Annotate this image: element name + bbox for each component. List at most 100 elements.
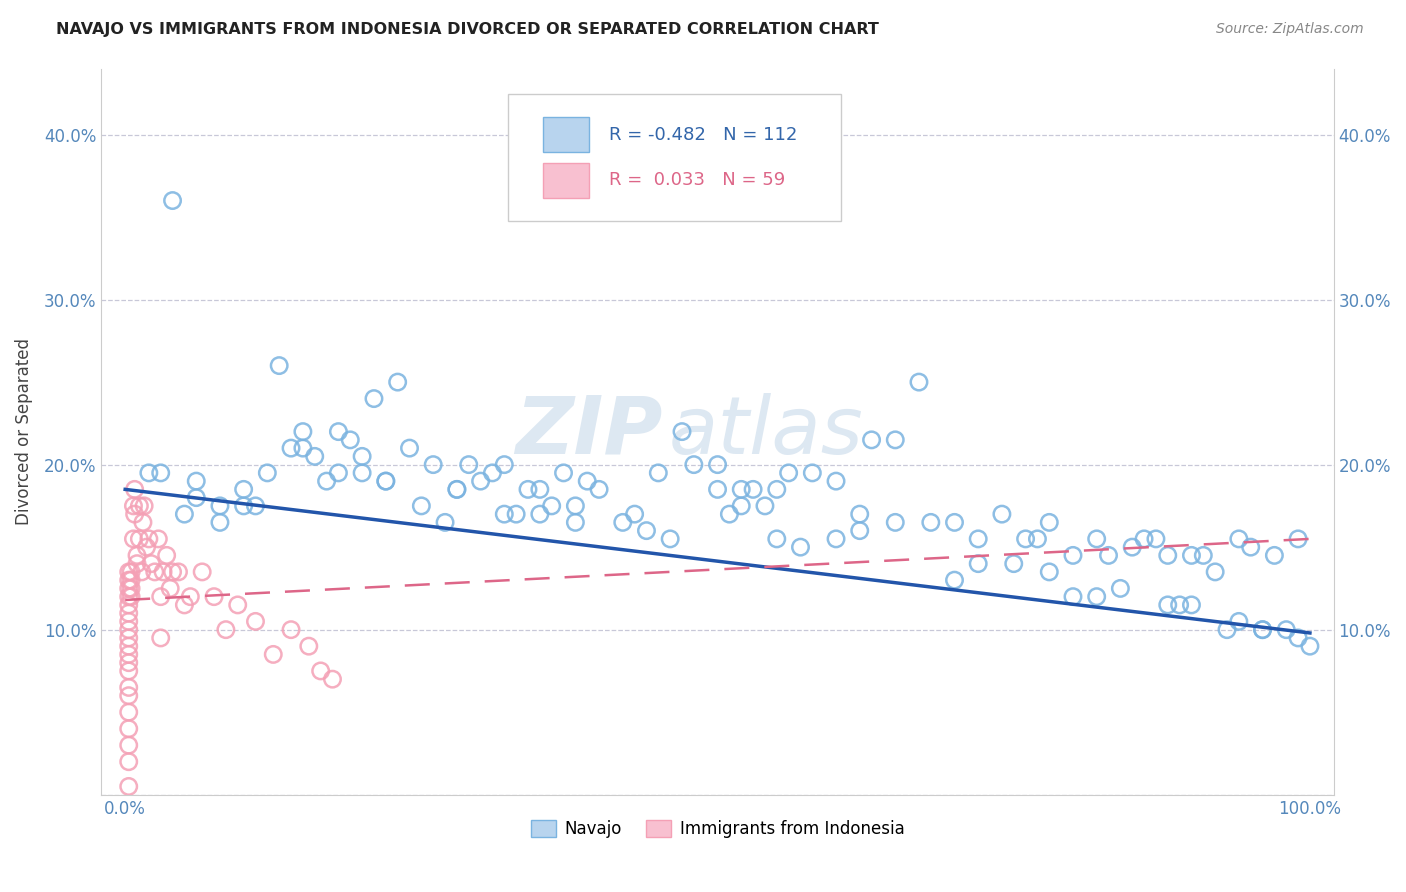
Point [1204,565,1226,579]
Point [765,532,787,546]
Point [1275,623,1298,637]
Point [765,483,787,497]
Point [120,573,142,587]
Bar [543,117,589,152]
Point [374,474,396,488]
Point [682,458,704,472]
Point [128,499,150,513]
Point [131,565,153,579]
Point [1299,639,1322,653]
Point [374,474,396,488]
Point [612,516,634,530]
Point [162,194,184,208]
Point [120,582,142,596]
Point [398,441,420,455]
Point [481,466,503,480]
Point [352,466,374,480]
Point [156,549,179,563]
Point [730,483,752,497]
Point [1263,549,1285,563]
Point [226,598,249,612]
Point [118,573,141,587]
Point [125,557,148,571]
Point [659,532,682,546]
Point [132,516,155,530]
Point [167,565,190,579]
Point [1216,623,1239,637]
Point [943,573,966,587]
Point [1062,549,1084,563]
Point [118,565,141,579]
Point [162,565,184,579]
Point [138,532,160,546]
Point [553,466,575,480]
Text: ZIP: ZIP [515,392,662,471]
Point [1180,549,1202,563]
Point [118,631,141,645]
Point [1157,598,1180,612]
Point [564,499,586,513]
Point [908,375,931,389]
Point [339,433,361,447]
Point [1026,532,1049,546]
Point [118,582,141,596]
Point [1121,540,1143,554]
Point [141,557,163,571]
Point [1157,549,1180,563]
Point [588,483,610,497]
Bar [543,163,589,198]
Point [529,483,551,497]
Point [754,499,776,513]
Point [742,483,765,497]
Point [706,483,728,497]
Point [118,639,141,653]
Point [1251,623,1274,637]
Point [825,474,848,488]
Point [321,672,343,686]
Point [647,466,669,480]
Point [1062,590,1084,604]
Text: R = -0.482   N = 112: R = -0.482 N = 112 [609,126,797,144]
Point [298,639,321,653]
Point [671,425,693,439]
Point [1227,615,1250,629]
Point [148,532,170,546]
Point [245,615,267,629]
Point [262,648,284,662]
Point [1014,532,1036,546]
Point [124,483,146,497]
Point [848,524,870,538]
Point [118,755,141,769]
Point [1286,631,1309,645]
Text: R =  0.033   N = 59: R = 0.033 N = 59 [609,171,786,189]
Point [138,466,160,480]
Point [884,433,907,447]
Point [967,532,990,546]
Text: NAVAJO VS IMMIGRANTS FROM INDONESIA DIVORCED OR SEPARATED CORRELATION CHART: NAVAJO VS IMMIGRANTS FROM INDONESIA DIVO… [56,22,879,37]
Point [186,491,208,505]
Point [943,516,966,530]
Point [848,507,870,521]
Point [118,780,141,794]
Point [434,516,457,530]
Point [576,474,599,488]
Point [801,466,824,480]
Point [135,540,157,554]
Point [564,516,586,530]
Text: atlas: atlas [668,392,863,471]
Point [778,466,800,480]
Point [118,623,141,637]
Point [1109,582,1132,596]
Point [1038,516,1060,530]
Point [179,590,201,604]
Point [291,425,314,439]
Point [118,681,141,695]
Point [280,623,302,637]
Point [120,590,142,604]
Y-axis label: Divorced or Separated: Divorced or Separated [15,338,32,525]
Point [208,516,231,530]
Point [159,582,181,596]
Point [186,474,208,488]
Point [191,565,214,579]
Point [706,458,728,472]
